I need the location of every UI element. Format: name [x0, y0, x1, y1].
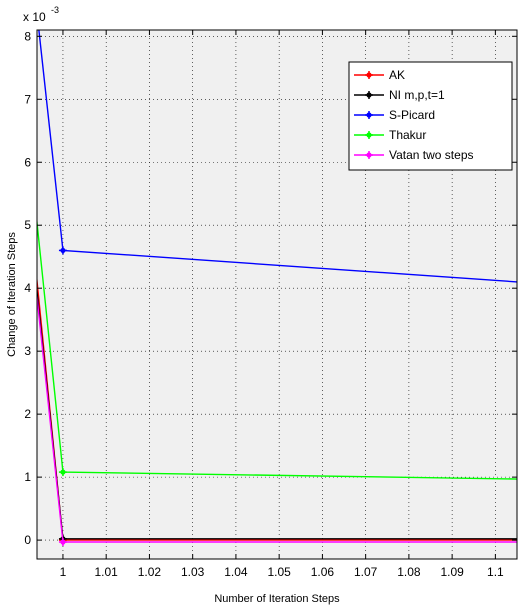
legend-item: S-Picard	[354, 108, 435, 122]
legend-marker	[365, 71, 373, 79]
y-tick-label: 5	[24, 218, 31, 232]
legend-item: AK	[354, 68, 405, 82]
series-2	[38, 30, 517, 283]
x-tick-label: 1.05	[267, 565, 291, 579]
y-exponent-label: x 10	[23, 10, 46, 24]
y-tick-label: 1	[24, 470, 31, 484]
legend: AK NI m,p,t=1 S-Picard Thakur Vatan two step…	[348, 61, 513, 171]
legend-marker	[365, 91, 373, 99]
series-marker	[58, 537, 67, 546]
legend-item: NI m,p,t=1	[354, 88, 445, 102]
x-tick-label: 1	[60, 565, 67, 579]
y-tick-label: 8	[24, 29, 31, 43]
x-tick-label: 1.04	[224, 565, 248, 579]
y-tick-label: 0	[24, 533, 31, 547]
series-marker	[58, 468, 67, 477]
y-tick-label: 6	[24, 155, 31, 169]
legend-box	[348, 61, 513, 171]
series-4	[37, 290, 517, 546]
legend-label: NI m,p,t=1	[389, 88, 445, 102]
x-tick-label: 1.06	[311, 565, 335, 579]
y-exponent-power: -3	[51, 5, 59, 15]
series-layer	[37, 30, 517, 546]
legend-label: Vatan two steps	[389, 148, 474, 162]
legend-label: Thakur	[389, 128, 426, 142]
x-tick-label: 1.01	[95, 565, 119, 579]
legend-marker	[365, 151, 373, 159]
x-tick-label: 1.03	[181, 565, 205, 579]
axis-ticks: 1 1.01 1.02 1.03 1.04 1.05 1.06 1.07 1.08 1.09 1.1…	[24, 29, 517, 579]
y-tick-label: 3	[24, 344, 31, 358]
y-tick-label: 4	[24, 281, 31, 295]
y-tick-label: 2	[24, 407, 31, 421]
legend-label: S-Picard	[389, 108, 435, 122]
y-axis-label: Change of Iteration Steps	[6, 232, 18, 357]
legend-label: AK	[389, 68, 405, 82]
legend-item: Thakur	[354, 128, 426, 142]
x-tick-label: 1.07	[354, 565, 378, 579]
plot-frame	[36, 29, 518, 560]
y-tick-label: 7	[24, 92, 31, 106]
legend-item: Vatan two steps	[354, 148, 474, 162]
x-tick-label: 1.02	[138, 565, 162, 579]
x-tick-label: 1.1	[487, 565, 504, 579]
series-marker	[58, 246, 67, 255]
x-tick-label: 1.09	[440, 565, 464, 579]
legend-marker	[365, 111, 373, 119]
x-tick-label: 1.08	[397, 565, 421, 579]
legend-marker	[365, 131, 373, 139]
series-3	[37, 215, 517, 480]
x-axis-label: Number of Iteration Steps	[214, 593, 340, 605]
